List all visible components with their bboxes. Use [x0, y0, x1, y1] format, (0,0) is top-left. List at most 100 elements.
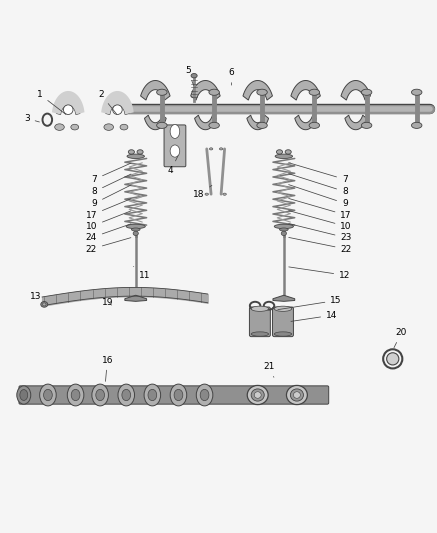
- Ellipse shape: [205, 193, 208, 195]
- Polygon shape: [247, 115, 269, 130]
- Ellipse shape: [133, 231, 139, 236]
- Text: 4: 4: [168, 156, 178, 175]
- Ellipse shape: [127, 154, 145, 158]
- Text: 11: 11: [134, 266, 150, 280]
- Ellipse shape: [144, 384, 161, 406]
- Ellipse shape: [41, 302, 48, 307]
- Ellipse shape: [257, 89, 267, 95]
- Ellipse shape: [137, 150, 143, 154]
- Polygon shape: [295, 115, 316, 130]
- Ellipse shape: [274, 306, 291, 311]
- Ellipse shape: [412, 122, 422, 128]
- Ellipse shape: [274, 224, 293, 229]
- Ellipse shape: [309, 89, 319, 95]
- Ellipse shape: [122, 389, 131, 401]
- Text: 22: 22: [289, 237, 352, 254]
- Ellipse shape: [254, 392, 261, 398]
- Ellipse shape: [126, 224, 146, 229]
- Ellipse shape: [196, 384, 213, 406]
- FancyBboxPatch shape: [250, 307, 271, 337]
- Ellipse shape: [71, 389, 80, 401]
- Polygon shape: [345, 115, 367, 130]
- Ellipse shape: [285, 150, 291, 154]
- Ellipse shape: [219, 148, 223, 150]
- Ellipse shape: [128, 150, 135, 154]
- Ellipse shape: [287, 385, 307, 405]
- Ellipse shape: [200, 389, 209, 401]
- Ellipse shape: [118, 384, 135, 406]
- Ellipse shape: [63, 105, 73, 115]
- Ellipse shape: [44, 389, 52, 401]
- Ellipse shape: [223, 193, 226, 195]
- Ellipse shape: [156, 122, 167, 128]
- Text: 24: 24: [86, 224, 131, 243]
- Ellipse shape: [251, 306, 269, 311]
- Ellipse shape: [247, 385, 268, 405]
- Text: 12: 12: [289, 267, 350, 280]
- Text: 21: 21: [263, 362, 274, 377]
- Ellipse shape: [148, 389, 157, 401]
- Polygon shape: [141, 80, 170, 100]
- Ellipse shape: [274, 332, 291, 336]
- Ellipse shape: [251, 389, 264, 401]
- Text: 8: 8: [289, 174, 348, 196]
- Ellipse shape: [92, 384, 108, 406]
- Ellipse shape: [71, 124, 79, 130]
- Polygon shape: [52, 91, 84, 115]
- Text: 9: 9: [289, 184, 348, 208]
- Text: 7: 7: [91, 163, 131, 184]
- Text: 14: 14: [291, 311, 337, 321]
- Ellipse shape: [96, 389, 104, 401]
- Ellipse shape: [40, 384, 56, 406]
- Text: 10: 10: [289, 211, 352, 231]
- Text: 7: 7: [289, 163, 348, 184]
- Ellipse shape: [277, 150, 283, 154]
- Text: 18: 18: [193, 185, 212, 199]
- Polygon shape: [57, 98, 80, 115]
- Polygon shape: [106, 98, 129, 115]
- Polygon shape: [101, 91, 134, 115]
- Ellipse shape: [275, 154, 292, 158]
- Ellipse shape: [17, 386, 31, 404]
- Ellipse shape: [67, 384, 84, 406]
- Polygon shape: [291, 80, 320, 100]
- Ellipse shape: [293, 392, 300, 398]
- Text: 22: 22: [86, 238, 131, 254]
- Ellipse shape: [257, 122, 267, 128]
- Ellipse shape: [170, 384, 187, 406]
- Ellipse shape: [42, 303, 46, 306]
- Ellipse shape: [387, 353, 399, 365]
- Text: 19: 19: [102, 298, 113, 306]
- Polygon shape: [273, 295, 295, 301]
- Polygon shape: [243, 80, 272, 100]
- FancyBboxPatch shape: [164, 125, 186, 167]
- Text: 15: 15: [278, 296, 342, 310]
- Text: 5: 5: [185, 66, 194, 85]
- Ellipse shape: [290, 389, 303, 401]
- Ellipse shape: [156, 89, 167, 95]
- Ellipse shape: [209, 122, 219, 128]
- Polygon shape: [145, 115, 166, 130]
- Text: 17: 17: [289, 198, 352, 220]
- Polygon shape: [341, 80, 371, 100]
- Polygon shape: [191, 80, 220, 100]
- Ellipse shape: [132, 228, 140, 231]
- Text: 20: 20: [394, 328, 407, 348]
- Ellipse shape: [412, 89, 422, 95]
- Ellipse shape: [309, 122, 319, 128]
- Ellipse shape: [209, 148, 213, 150]
- Ellipse shape: [174, 389, 183, 401]
- Polygon shape: [194, 115, 216, 130]
- Polygon shape: [125, 295, 147, 301]
- Ellipse shape: [209, 89, 219, 95]
- FancyBboxPatch shape: [273, 307, 293, 337]
- Ellipse shape: [280, 228, 288, 231]
- Ellipse shape: [104, 124, 114, 131]
- Ellipse shape: [20, 390, 28, 400]
- Text: 3: 3: [24, 114, 39, 123]
- Text: 6: 6: [229, 68, 234, 85]
- Text: 17: 17: [86, 199, 131, 220]
- Ellipse shape: [55, 124, 64, 131]
- Ellipse shape: [251, 332, 269, 336]
- Ellipse shape: [361, 89, 372, 95]
